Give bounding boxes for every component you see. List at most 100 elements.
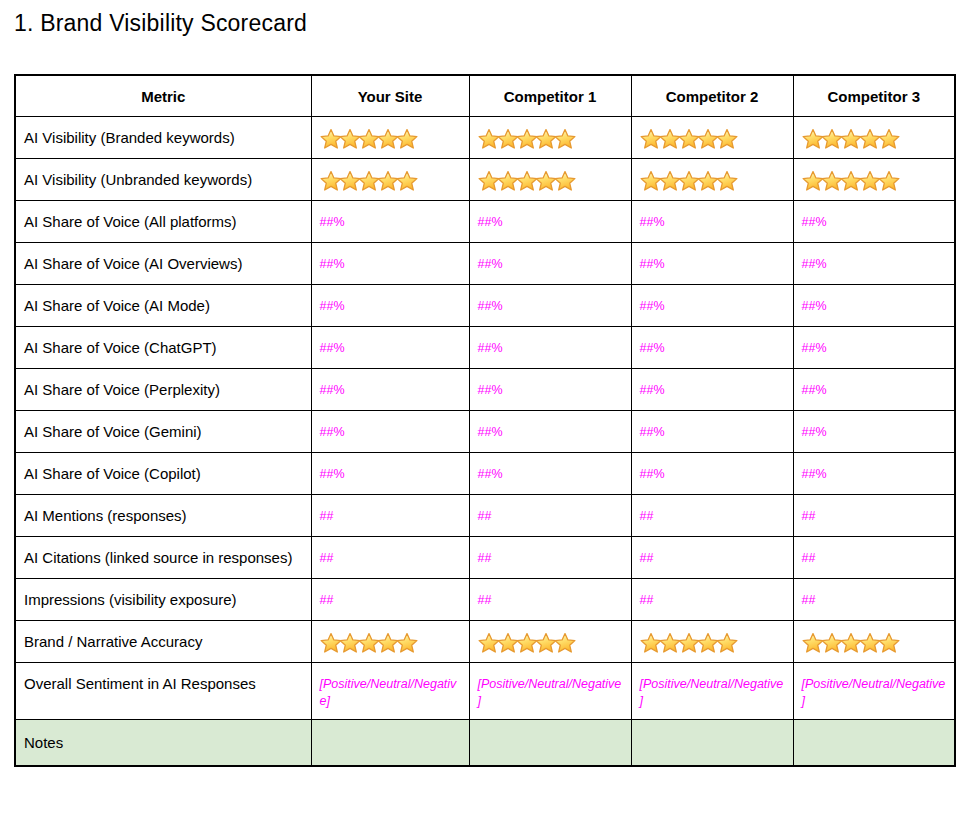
metric-cell[interactable]: AI Citations (linked source in responses… [15, 537, 311, 579]
value-cell[interactable]: ##% [793, 453, 955, 495]
value-cell[interactable]: ## [311, 579, 469, 621]
metric-cell[interactable]: AI Share of Voice (All platforms) [15, 201, 311, 243]
metric-cell[interactable]: AI Share of Voice (ChatGPT) [15, 327, 311, 369]
column-header-competitor-2[interactable]: Competitor 2 [631, 75, 793, 117]
value-placeholder: ## [478, 548, 623, 567]
value-cell[interactable]: ## [469, 579, 631, 621]
metric-cell[interactable]: AI Mentions (responses) [15, 495, 311, 537]
table-row: AI Visibility (Unbranded keywords) [15, 159, 955, 201]
value-placeholder: ##% [802, 212, 947, 231]
value-cell[interactable]: ## [469, 495, 631, 537]
star-icon [555, 172, 575, 190]
value-placeholder: ##% [478, 254, 623, 273]
stars-cell[interactable] [311, 117, 469, 159]
value-cell[interactable]: ##% [311, 243, 469, 285]
value-cell[interactable]: ## [311, 495, 469, 537]
value-cell[interactable]: ##% [469, 243, 631, 285]
metric-cell[interactable]: Overall Sentiment in AI Responses [15, 663, 311, 720]
value-cell[interactable]: ##% [311, 453, 469, 495]
value-cell[interactable]: ##% [793, 411, 955, 453]
star-icon [841, 172, 861, 190]
value-cell[interactable]: [Positive/Neutral/Negative] [631, 663, 793, 720]
value-cell[interactable]: ##% [469, 285, 631, 327]
value-cell[interactable]: ##% [631, 243, 793, 285]
column-header-metric[interactable]: Metric [15, 75, 311, 117]
stars-cell[interactable] [793, 621, 955, 663]
notes-cell[interactable] [469, 720, 631, 766]
notes-cell[interactable] [793, 720, 955, 766]
stars-cell[interactable] [469, 159, 631, 201]
metric-cell[interactable]: Notes [15, 720, 311, 766]
stars-cell[interactable] [469, 117, 631, 159]
metric-cell[interactable]: AI Visibility (Branded keywords) [15, 117, 311, 159]
value-cell[interactable]: ## [631, 495, 793, 537]
value-cell[interactable]: ##% [631, 285, 793, 327]
star-icon [679, 130, 699, 148]
value-cell[interactable]: ## [793, 495, 955, 537]
value-cell[interactable]: ##% [631, 369, 793, 411]
value-cell[interactable]: ##% [469, 201, 631, 243]
value-cell[interactable]: ##% [311, 327, 469, 369]
column-header-your-site[interactable]: Your Site [311, 75, 469, 117]
value-cell[interactable]: ## [793, 537, 955, 579]
column-header-competitor-1[interactable]: Competitor 1 [469, 75, 631, 117]
notes-cell[interactable] [631, 720, 793, 766]
value-cell[interactable]: ## [469, 537, 631, 579]
value-placeholder: ##% [802, 464, 947, 483]
value-cell[interactable]: ##% [469, 411, 631, 453]
value-cell[interactable]: ##% [469, 327, 631, 369]
metric-cell[interactable]: Brand / Narrative Accuracy [15, 621, 311, 663]
star-icon [359, 130, 379, 148]
metric-cell[interactable]: Impressions (visibility exposure) [15, 579, 311, 621]
star-icon [841, 634, 861, 652]
star-rating [802, 128, 900, 149]
value-cell[interactable]: ##% [311, 285, 469, 327]
stars-cell[interactable] [311, 159, 469, 201]
value-cell[interactable]: [Positive/Neutral/Negative] [469, 663, 631, 720]
stars-cell[interactable] [793, 117, 955, 159]
table-row: AI Share of Voice (Perplexity)##%##%##%#… [15, 369, 955, 411]
stars-cell[interactable] [469, 621, 631, 663]
star-icon [660, 634, 680, 652]
value-cell[interactable]: [Positive/Neutral/Negative] [311, 663, 469, 720]
stars-cell[interactable] [311, 621, 469, 663]
metric-cell[interactable]: AI Share of Voice (AI Overviews) [15, 243, 311, 285]
value-cell[interactable]: ##% [311, 369, 469, 411]
stars-cell[interactable] [793, 159, 955, 201]
column-header-competitor-3[interactable]: Competitor 3 [793, 75, 955, 117]
star-icon [321, 130, 341, 148]
value-placeholder: ## [802, 548, 947, 567]
stars-cell[interactable] [631, 159, 793, 201]
star-icon [359, 172, 379, 190]
star-icon [536, 130, 556, 148]
value-cell[interactable]: ##% [469, 369, 631, 411]
value-cell[interactable]: ## [631, 537, 793, 579]
notes-row: Notes [15, 720, 955, 766]
value-cell[interactable]: ## [311, 537, 469, 579]
value-cell[interactable]: ##% [311, 201, 469, 243]
metric-cell[interactable]: AI Share of Voice (Copilot) [15, 453, 311, 495]
value-cell[interactable]: ##% [793, 327, 955, 369]
value-cell[interactable]: ##% [631, 201, 793, 243]
stars-cell[interactable] [631, 117, 793, 159]
metric-cell[interactable]: AI Visibility (Unbranded keywords) [15, 159, 311, 201]
value-cell[interactable]: [Positive/Neutral/Negative] [793, 663, 955, 720]
star-icon [841, 130, 861, 148]
metric-cell[interactable]: AI Share of Voice (Perplexity) [15, 369, 311, 411]
value-cell[interactable]: ##% [793, 285, 955, 327]
stars-cell[interactable] [631, 621, 793, 663]
value-cell[interactable]: ##% [793, 243, 955, 285]
value-cell[interactable]: ##% [631, 411, 793, 453]
value-cell[interactable]: ##% [793, 201, 955, 243]
value-cell[interactable]: ##% [311, 411, 469, 453]
value-cell[interactable]: ##% [631, 453, 793, 495]
value-cell[interactable]: ## [631, 579, 793, 621]
value-cell[interactable]: ##% [793, 369, 955, 411]
notes-cell[interactable] [311, 720, 469, 766]
value-cell[interactable]: ##% [469, 453, 631, 495]
metric-cell[interactable]: AI Share of Voice (AI Mode) [15, 285, 311, 327]
star-icon [860, 634, 880, 652]
value-cell[interactable]: ## [793, 579, 955, 621]
value-cell[interactable]: ##% [631, 327, 793, 369]
metric-cell[interactable]: AI Share of Voice (Gemini) [15, 411, 311, 453]
